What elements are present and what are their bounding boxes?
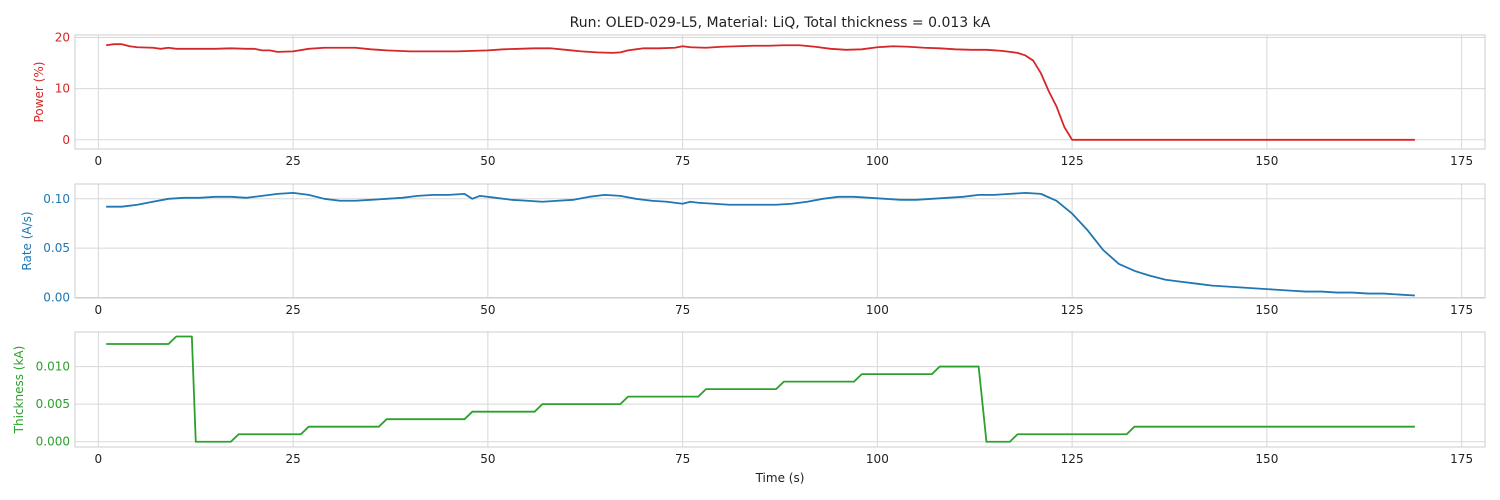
rate-y-tick-label: 0.05 [43,241,70,255]
power-x-tick-label: 0 [95,154,103,168]
power-y-axis-label: Power (%) [32,62,46,123]
power-x-tick-label: 25 [285,154,300,168]
rate-x-tick-label: 100 [866,303,889,317]
thickness-x-tick-label: 125 [1061,452,1084,466]
thickness-x-tick-label: 150 [1255,452,1278,466]
thickness-panel: 0 25 50 75 100 125 150 175 0.000 0.005 0.010 Thickn… [12,331,1486,466]
power-x-tick-label: 50 [480,154,495,168]
thickness-y-axis-label: Thickness (kA) [12,346,26,435]
power-axes-frame [74,34,1486,150]
thickness-x-tick-label: 25 [285,452,300,466]
rate-x-tick-label: 50 [480,303,495,317]
power-panel: 0 25 50 75 100 125 150 175 0 10 20 Power (%) [32,31,1486,168]
power-x-tick-label: 75 [675,154,690,168]
rate-x-tick-label: 125 [1061,303,1084,317]
thickness-y-tick-label: 0.000 [36,435,70,449]
power-y-tick-label: 0 [62,133,70,147]
power-x-tick-label: 175 [1450,154,1473,168]
thickness-x-tick-label: 100 [866,452,889,466]
power-series-line [106,43,1415,141]
thickness-y-tick-label: 0.005 [36,397,70,411]
thickness-y-tick-label: 0.010 [36,360,70,374]
rate-x-tick-label: 75 [675,303,690,317]
thickness-series-line [106,335,1415,443]
power-x-tick-label: 100 [866,154,889,168]
power-y-tick-label: 10 [55,82,70,96]
rate-series-line [106,191,1415,297]
rate-y-axis-label: Rate (A/s) [20,211,34,270]
thickness-x-tick-label: 0 [95,452,103,466]
thickness-x-tick-label: 175 [1450,452,1473,466]
rate-y-tick-label: 0.00 [43,291,70,305]
thickness-x-tick-label: 50 [480,452,495,466]
rate-y-tick-label: 0.10 [43,192,70,206]
power-x-tick-label: 125 [1061,154,1084,168]
chart-title: Run: OLED-029-L5, Material: LiQ, Total t… [570,15,991,31]
thickness-x-tick-label: 75 [675,452,690,466]
thickness-axes-frame [74,331,1486,448]
rate-panel: 0 25 50 75 100 125 150 175 0.00 0.05 0.10 Rate (A/s… [20,183,1486,317]
rate-axes-frame [74,183,1486,299]
power-x-tick-label: 150 [1255,154,1278,168]
rate-x-tick-label: 0 [95,303,103,317]
rate-x-tick-label: 150 [1255,303,1278,317]
rate-x-tick-label: 25 [285,303,300,317]
x-axis-label: Time (s) [755,471,805,485]
rate-x-tick-label: 175 [1450,303,1473,317]
power-y-tick-label: 20 [55,31,70,45]
